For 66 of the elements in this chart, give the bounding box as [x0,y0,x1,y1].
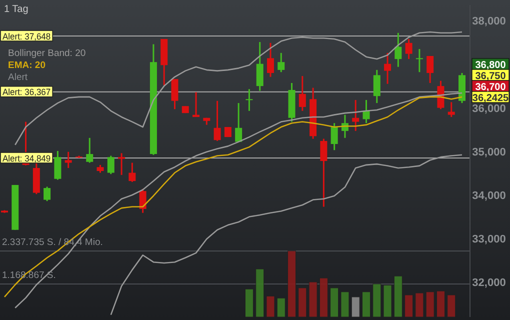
bar [266,296,275,318]
text: 36,700 [475,82,506,93]
candlestick [44,186,51,202]
text: 36,750 [475,71,506,82]
bar [319,278,328,318]
candlestick [352,99,360,132]
candlestick [246,88,253,112]
bar [436,290,445,318]
bar [351,296,360,318]
candlestick [64,151,72,169]
candlestick [448,101,455,118]
bar [426,292,434,318]
bar [383,284,392,318]
candlestick [416,48,423,73]
candlestick [118,152,126,176]
candlestick [192,91,200,118]
bar [330,288,339,318]
bar [308,282,318,318]
y-tick-label: 33,000 [472,234,506,246]
text: EMA: 20 [8,60,46,71]
candlestick [256,41,264,92]
candlestick [373,69,380,104]
candlestick [54,150,62,180]
y-tick-label: 32,000 [472,277,506,290]
ref-line-label: Alert: 36,367 [2,87,54,98]
y-tick-label: 38,000 [472,16,506,28]
bar [447,294,456,318]
annotation: Alert [8,72,28,83]
candlestick [437,80,444,110]
candlestick [235,102,242,143]
candlestick [171,78,178,110]
candlestick [107,155,114,175]
candlestick [320,138,328,208]
chart-title: 1 Tag [4,4,28,15]
candlestick [128,162,136,183]
bar [244,288,254,318]
ref-line-label: Alert: 34,849 [2,153,54,164]
candlestick [405,38,412,60]
bar [415,292,424,318]
y-tick-label: 34,000 [472,190,506,202]
ref-line-label: Alert: 37,648 [2,31,54,42]
line-series [110,154,463,316]
bar [256,268,264,318]
candlestick [298,75,306,112]
candlestick [266,42,274,78]
bar [404,294,414,318]
bar [288,250,296,318]
candlestick [426,55,434,84]
candlestick [330,122,338,151]
y-tick-label: 36,000 [472,102,506,115]
text: 36,2425 [472,93,510,104]
y-tick-label: 35,000 [472,146,506,158]
bar [340,292,350,318]
text: 36,800 [475,60,506,71]
candlestick [214,100,221,142]
bar [372,284,382,318]
text: Bollinger Band: 20 [8,48,86,59]
bar [276,298,286,318]
candlestick [394,32,402,68]
candlestick [278,52,285,73]
bar [298,288,307,318]
bar [362,292,370,318]
bar [394,276,402,318]
candlestick [139,188,146,214]
candlestick [384,52,392,85]
candlestick [86,137,94,164]
